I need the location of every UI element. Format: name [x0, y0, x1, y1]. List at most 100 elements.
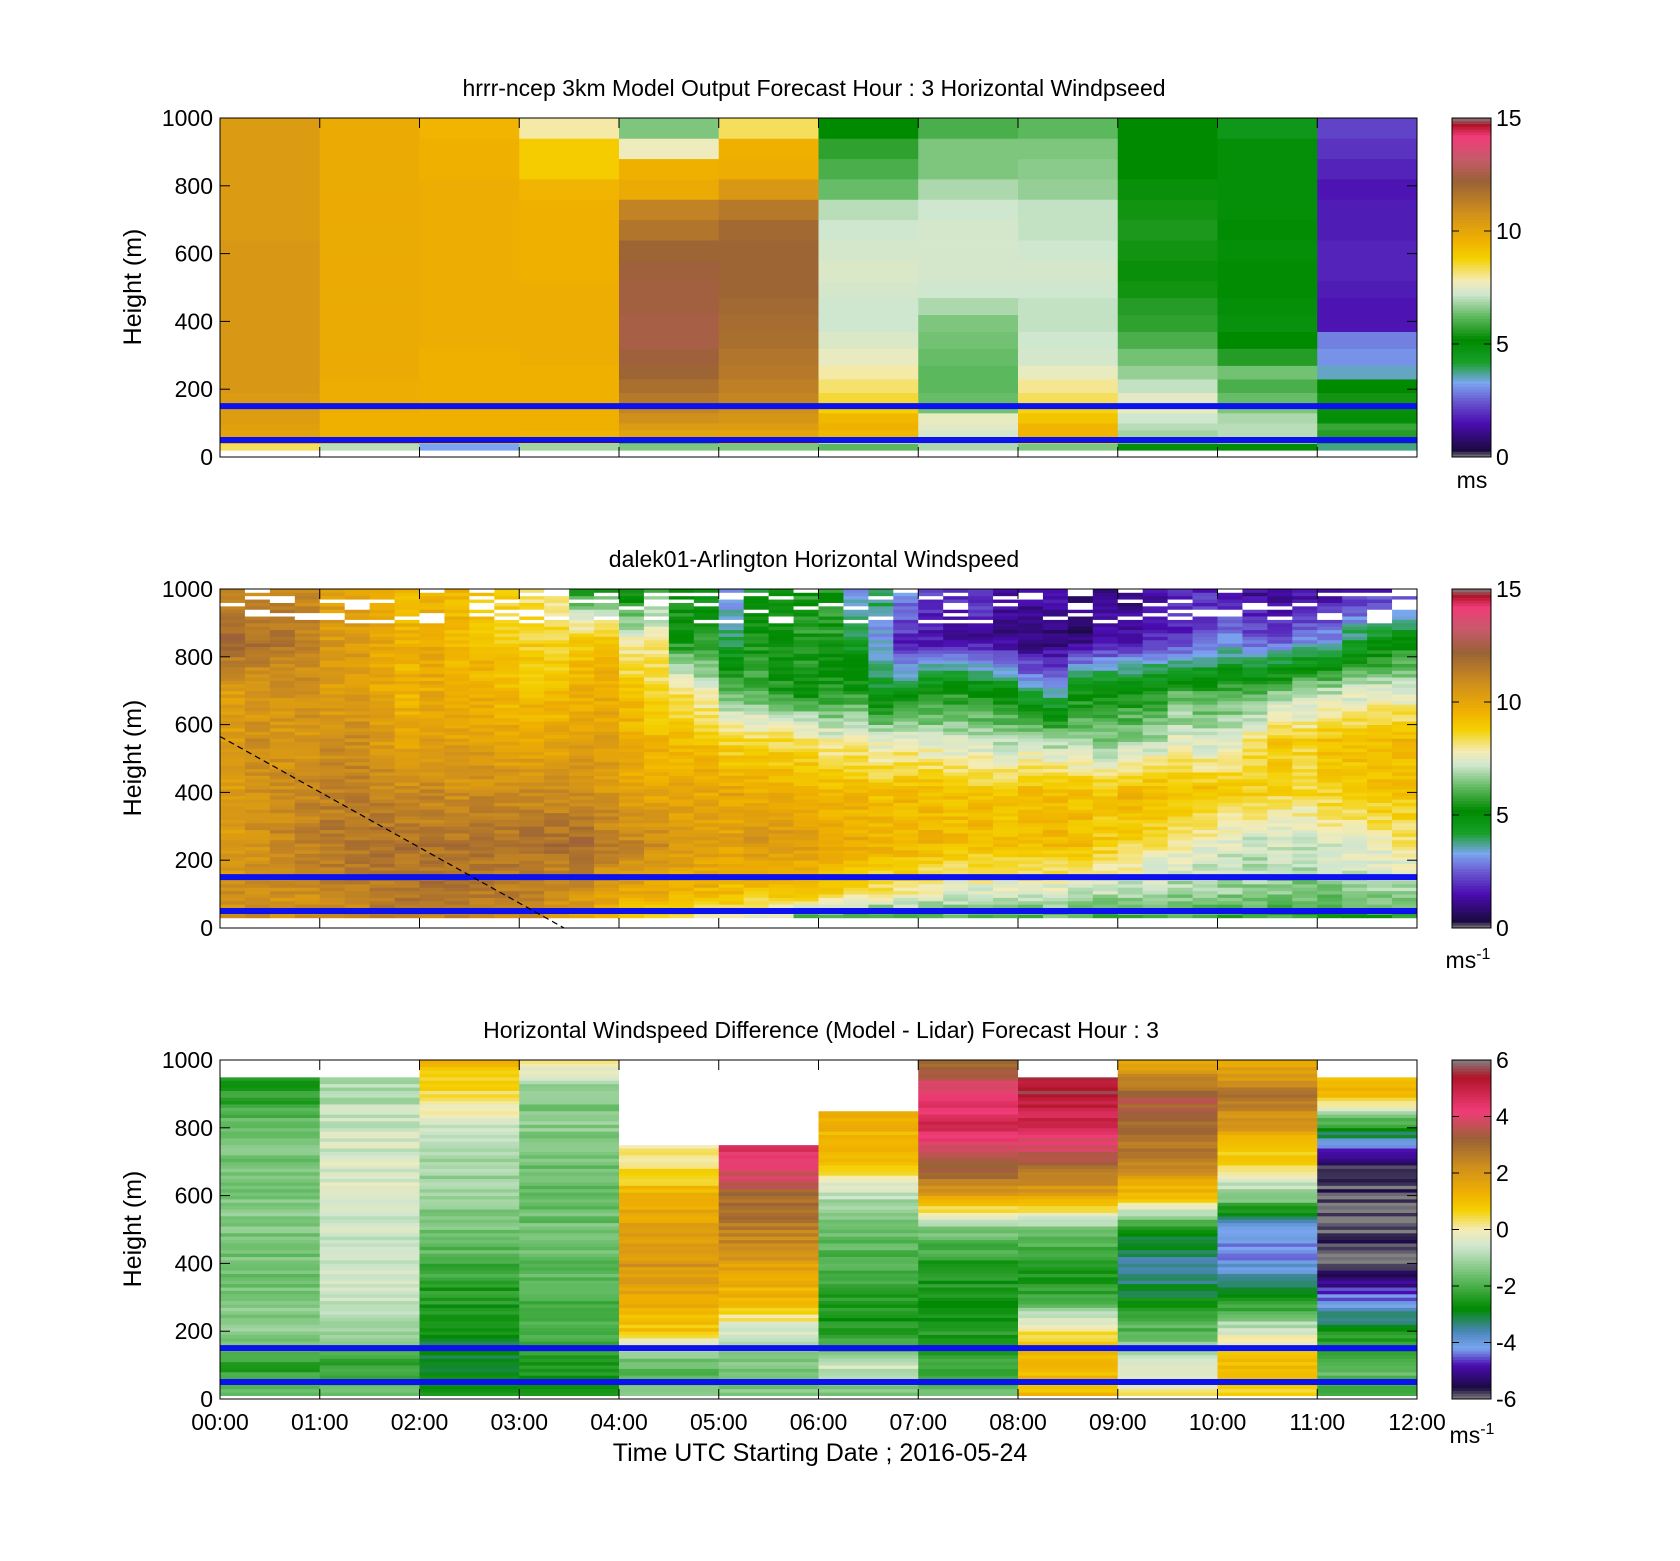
heatmap-cell [893, 741, 919, 746]
heatmap-cell [1242, 755, 1268, 759]
heatmap-cell [868, 856, 894, 861]
heatmap-cell [1117, 179, 1218, 200]
heatmap-cell [968, 633, 994, 637]
heatmap-cell [319, 761, 346, 766]
heatmap-cell [1267, 870, 1293, 875]
heatmap-cell [394, 636, 420, 641]
heatmap-cell [1142, 755, 1169, 759]
heatmap-cell [1167, 646, 1193, 651]
heatmap-cell [768, 833, 794, 837]
heatmap-cell [419, 348, 520, 366]
heatmap-cell [918, 707, 944, 712]
heatmap-cell [519, 629, 545, 634]
heatmap-cell [643, 595, 670, 600]
heatmap-cell [1092, 775, 1119, 780]
heatmap-cell [1317, 636, 1343, 641]
heatmap-cell [1092, 690, 1119, 695]
heatmap-cell [843, 914, 869, 919]
heatmap-cell [1167, 683, 1193, 688]
heatmap-cell [294, 816, 321, 820]
heatmap-cell [843, 887, 869, 892]
heatmap-cell [569, 616, 595, 620]
heatmap-cell [444, 629, 470, 634]
heatmap-cell [1317, 853, 1343, 858]
heatmap-cell [818, 883, 844, 888]
heatmap-cell [569, 758, 595, 763]
heatmap-cell [1342, 880, 1368, 885]
heatmap-cell [1018, 812, 1044, 817]
heatmap-cell [1042, 894, 1069, 898]
heatmap-cell [1067, 761, 1094, 766]
heatmap-cell [1092, 731, 1119, 736]
heatmap-cell [693, 734, 720, 739]
heatmap-cell [1117, 744, 1144, 749]
heatmap-cell [1067, 772, 1094, 776]
heatmap-cell [1292, 605, 1318, 610]
heatmap-cell [594, 782, 620, 787]
heatmap-cell [369, 694, 395, 698]
heatmap-cell [469, 612, 495, 617]
heatmap-cell [220, 639, 246, 644]
heatmap-cell [394, 731, 420, 736]
heatmap-cell [968, 870, 994, 875]
heatmap-cell [818, 297, 919, 316]
heatmap-cell [718, 748, 745, 753]
heatmap-cell [693, 738, 720, 742]
heatmap-cell [768, 866, 794, 871]
heatmap-cell [1042, 724, 1069, 729]
heatmap-cell [1092, 704, 1119, 709]
heatmap-cell [619, 894, 645, 898]
heatmap-cell [1092, 677, 1119, 681]
heatmap-cell [668, 663, 695, 668]
heatmap-cell [943, 890, 969, 895]
heatmap-cell [668, 704, 695, 709]
heatmap-cell [569, 883, 595, 888]
heatmap-cell [494, 741, 520, 746]
heatmap-cell [220, 619, 246, 624]
heatmap-cell [668, 629, 695, 634]
heatmap-cell [918, 727, 944, 732]
heatmap-cell [893, 731, 919, 736]
heatmap-cell [1217, 643, 1243, 648]
heatmap-cell [668, 589, 695, 593]
heatmap-cell [693, 887, 720, 892]
heatmap-cell [519, 663, 545, 668]
heatmap-cell [1042, 758, 1069, 763]
heatmap-cell [1067, 792, 1094, 797]
heatmap-cell [394, 833, 420, 837]
heatmap-cell [1117, 612, 1144, 617]
heatmap-cell [718, 697, 745, 702]
heatmap-cell [1367, 839, 1393, 844]
heatmap-cell [1367, 660, 1393, 664]
heatmap-cell [743, 775, 770, 780]
colorbar-swatch [1452, 154, 1491, 158]
heatmap-cell [269, 700, 296, 705]
heatmap-cell [469, 724, 495, 729]
heatmap-cell [793, 826, 819, 831]
heatmap-cell [1342, 833, 1368, 837]
heatmap-cell [394, 772, 420, 776]
heatmap-cell [319, 240, 420, 261]
heatmap-cell [868, 714, 894, 719]
heatmap-cell [344, 802, 371, 807]
heatmap-cell [918, 616, 944, 620]
heatmap-cell [718, 670, 745, 675]
heatmap-cell [768, 605, 794, 610]
heatmap-cell [619, 599, 645, 603]
heatmap-cell [1242, 697, 1268, 702]
heatmap-cell [244, 785, 271, 790]
heatmap-cell [469, 626, 495, 631]
heatmap-cell [768, 772, 794, 776]
heatmap-cell [1242, 856, 1268, 861]
heatmap-cell [843, 643, 869, 648]
heatmap-cell [718, 860, 745, 864]
heatmap-cell [1292, 622, 1318, 627]
colorbar-swatch [1452, 231, 1491, 235]
heatmap-cell [1217, 812, 1243, 817]
heatmap-cell [768, 900, 794, 905]
heatmap-cell [718, 677, 745, 681]
heatmap-cell [1117, 890, 1144, 895]
heatmap-cell [918, 866, 944, 871]
heatmap-cell [993, 697, 1019, 702]
heatmap-cell [743, 612, 770, 617]
